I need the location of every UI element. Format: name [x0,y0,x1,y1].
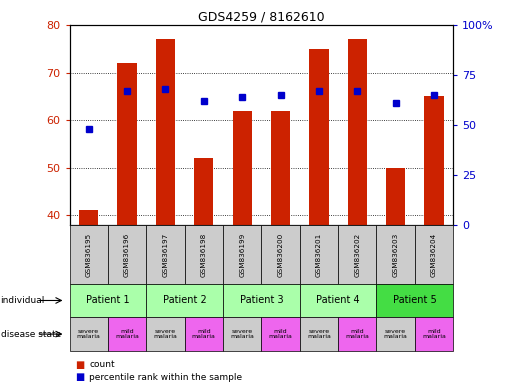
Text: ■: ■ [75,372,84,382]
Text: Patient 3: Patient 3 [239,295,283,306]
Text: GSM836199: GSM836199 [239,232,245,276]
Text: Patient 5: Patient 5 [393,295,437,306]
Text: GSM836201: GSM836201 [316,232,322,276]
Text: severe
malaria: severe malaria [384,329,407,339]
Text: Patient 2: Patient 2 [163,295,207,306]
Text: percentile rank within the sample: percentile rank within the sample [89,373,242,382]
Bar [79,210,98,225]
Text: GSM836196: GSM836196 [124,232,130,276]
Text: disease state: disease state [1,329,61,339]
Text: GSM836203: GSM836203 [392,232,399,276]
Text: individual: individual [1,296,45,305]
Text: severe
malaria: severe malaria [153,329,177,339]
Text: GSM836195: GSM836195 [85,232,92,276]
Text: GSM836204: GSM836204 [431,232,437,276]
Bar [233,111,252,225]
Bar [117,63,136,225]
Text: severe
malaria: severe malaria [77,329,100,339]
Title: GDS4259 / 8162610: GDS4259 / 8162610 [198,11,324,24]
Bar [348,39,367,225]
Bar [194,158,213,225]
Text: Patient 1: Patient 1 [86,295,130,306]
Bar [424,96,443,225]
Bar [310,49,329,225]
Text: count: count [89,360,115,369]
Text: ■: ■ [75,360,84,370]
Text: mild
malaria: mild malaria [422,329,446,339]
Text: mild
malaria: mild malaria [346,329,369,339]
Text: GSM836200: GSM836200 [278,232,284,276]
Bar [386,167,405,225]
Text: GSM836202: GSM836202 [354,232,360,276]
Text: Patient 4: Patient 4 [316,295,360,306]
Text: GSM836198: GSM836198 [201,232,207,276]
Text: GSM836197: GSM836197 [162,232,168,276]
Text: severe
malaria: severe malaria [307,329,331,339]
Bar [271,111,290,225]
Bar [156,39,175,225]
Text: severe
malaria: severe malaria [230,329,254,339]
Text: mild
malaria: mild malaria [192,329,216,339]
Text: mild
malaria: mild malaria [115,329,139,339]
Text: mild
malaria: mild malaria [269,329,293,339]
